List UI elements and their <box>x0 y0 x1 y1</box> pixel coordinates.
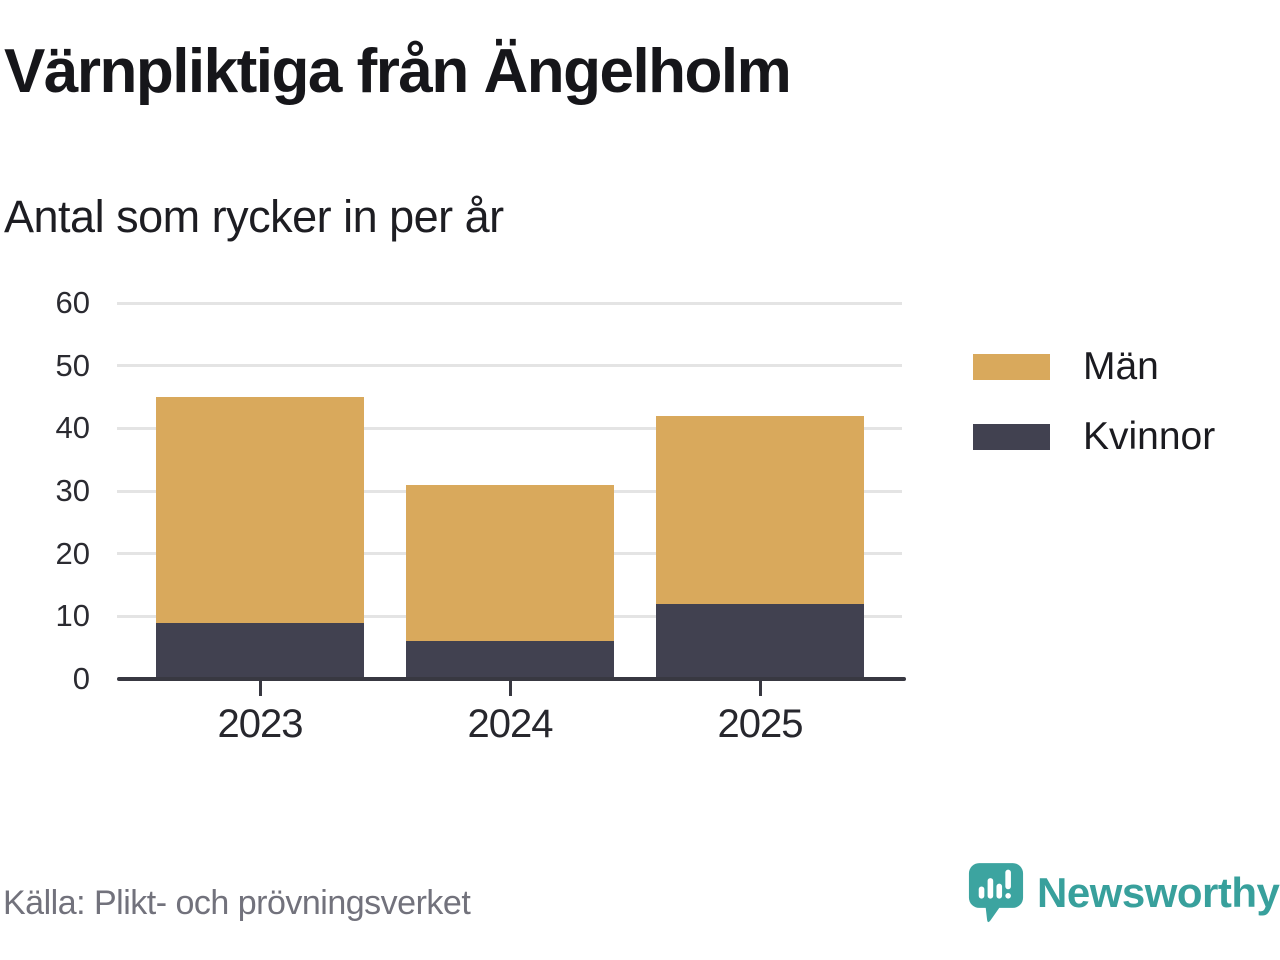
chart-subtitle: Antal som rycker in per år <box>4 191 504 242</box>
x-tick-2025 <box>758 681 762 696</box>
y-tick-label: 0 <box>72 661 90 696</box>
bar-2023-man <box>156 397 364 623</box>
y-tick-label: 60 <box>55 285 90 320</box>
y-tick-label: 40 <box>55 410 90 446</box>
legend-swatch <box>973 353 1050 380</box>
newsworthy-logo: Newsworthy <box>968 862 1280 924</box>
legend-label: Män <box>1083 345 1159 388</box>
y-tick-label: 30 <box>55 473 90 508</box>
source-note: Källa: Plikt- och prövningsverket <box>3 884 471 922</box>
bar-2025-kvinnor <box>656 603 864 679</box>
bar-2023-kvinnor <box>156 622 364 679</box>
legend-item-kvinnor: Kvinnor <box>973 417 1215 456</box>
newsworthy-icon <box>968 863 1024 923</box>
x-tick-label-2023: 2023 <box>217 702 304 746</box>
y-tick-label: 50 <box>55 347 90 383</box>
x-tick-label-2024: 2024 <box>467 702 554 746</box>
y-tick-label: 20 <box>55 535 90 571</box>
bar-2024-man <box>406 484 614 642</box>
x-tick-2023 <box>258 681 262 696</box>
legend-swatch <box>973 423 1050 450</box>
gridline-60 <box>117 301 902 305</box>
legend-label: Kvinnor <box>1083 415 1216 458</box>
x-axis-line <box>117 677 906 681</box>
legend: Män Kvinnor <box>973 347 1215 456</box>
gridline-50 <box>117 364 902 368</box>
gridline-40 <box>117 426 902 430</box>
y-tick-label: 10 <box>55 598 90 634</box>
newsworthy-wordmark: Newsworthy <box>1037 869 1280 916</box>
x-tick-2024 <box>508 681 512 696</box>
bar-2025-man <box>656 415 864 604</box>
legend-item-mn: Män <box>973 347 1215 386</box>
chart-title: Värnpliktiga från Ängelholm <box>4 37 792 106</box>
x-tick-label-2025: 2025 <box>717 702 804 746</box>
bar-2024-kvinnor <box>406 641 614 679</box>
